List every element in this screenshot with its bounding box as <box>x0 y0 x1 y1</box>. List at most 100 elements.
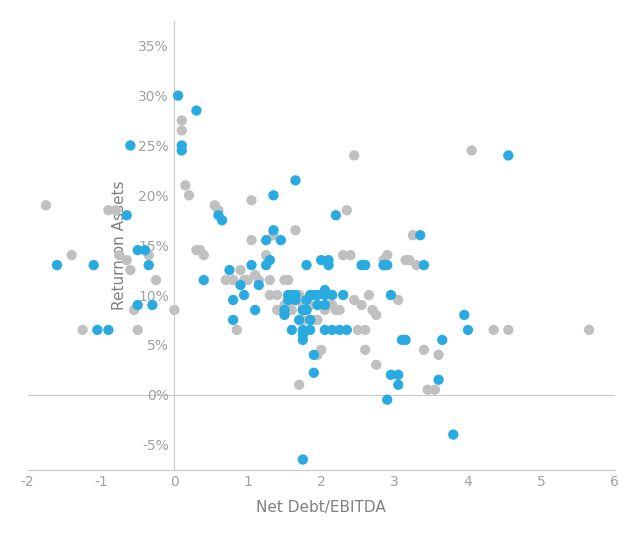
Point <box>301 306 312 314</box>
Point <box>151 276 161 285</box>
Point <box>448 430 458 439</box>
Point <box>198 276 209 285</box>
Point <box>261 236 271 244</box>
Point <box>191 246 202 255</box>
Point <box>265 256 275 264</box>
Point <box>213 211 223 220</box>
Point <box>342 206 352 214</box>
Point <box>349 296 359 304</box>
Point <box>272 306 282 314</box>
Point <box>422 385 433 394</box>
Point <box>143 261 154 270</box>
Point <box>386 370 396 379</box>
Point <box>291 226 301 234</box>
Point <box>246 196 257 205</box>
Point <box>283 276 293 285</box>
Point <box>371 361 381 369</box>
Point <box>291 176 301 184</box>
Point <box>132 301 143 309</box>
Y-axis label: Return on Assets: Return on Assets <box>112 181 127 310</box>
Point <box>198 251 209 259</box>
Point <box>401 256 411 264</box>
Point <box>276 306 286 314</box>
Point <box>253 281 264 289</box>
Point <box>312 351 323 359</box>
Point <box>276 236 286 244</box>
Point <box>298 316 308 324</box>
Point <box>294 381 304 389</box>
Point <box>177 116 187 125</box>
Point <box>360 326 371 334</box>
Point <box>320 301 330 309</box>
Point <box>393 370 403 379</box>
Point <box>308 368 319 377</box>
Point <box>103 326 113 334</box>
Point <box>232 326 242 334</box>
Point <box>338 251 348 259</box>
Point <box>371 311 381 319</box>
Point <box>323 256 333 264</box>
Point <box>433 376 444 384</box>
Point <box>298 306 308 314</box>
Point <box>272 291 282 299</box>
Point <box>228 316 238 324</box>
Point <box>283 291 293 299</box>
Point <box>335 306 345 314</box>
Point <box>268 231 278 240</box>
Point <box>430 385 440 394</box>
Point <box>353 326 363 334</box>
Point <box>67 251 77 259</box>
Point <box>467 146 477 155</box>
Point <box>132 326 143 334</box>
Point <box>503 326 513 334</box>
Point <box>382 251 392 259</box>
Point <box>305 291 316 299</box>
Point <box>301 301 312 309</box>
Point <box>298 301 308 309</box>
Point <box>287 306 297 314</box>
Point <box>331 211 341 220</box>
Point <box>356 261 367 270</box>
Point <box>378 256 388 264</box>
Point <box>115 251 125 259</box>
Point <box>356 301 367 309</box>
Point <box>261 251 271 259</box>
Point <box>412 261 422 270</box>
Point <box>320 291 330 299</box>
Point <box>180 181 191 190</box>
Point <box>298 306 308 314</box>
Point <box>298 326 308 334</box>
Point <box>419 346 429 354</box>
Point <box>382 396 392 404</box>
Point <box>323 261 333 270</box>
Point <box>280 306 290 314</box>
Point <box>308 351 319 359</box>
Point <box>228 276 238 285</box>
Point <box>283 306 293 314</box>
Point <box>386 291 396 299</box>
Point <box>88 261 99 270</box>
Point <box>228 296 238 304</box>
Point <box>213 206 223 214</box>
Point <box>415 231 426 240</box>
Point <box>195 246 205 255</box>
Point <box>177 141 187 150</box>
Point <box>316 346 326 354</box>
Point <box>92 326 102 334</box>
Point <box>305 301 316 309</box>
Point <box>261 261 271 270</box>
Point <box>301 296 312 304</box>
Point <box>280 311 290 319</box>
Point <box>367 306 378 314</box>
Point <box>419 261 429 270</box>
Point <box>250 306 260 314</box>
Point <box>125 266 136 274</box>
Point <box>243 276 253 285</box>
Point <box>305 326 316 334</box>
Point <box>360 346 371 354</box>
Point <box>327 301 337 309</box>
X-axis label: Net Debt/EBITDA: Net Debt/EBITDA <box>256 500 386 515</box>
Point <box>132 246 143 255</box>
Point <box>393 381 403 389</box>
Point <box>125 141 136 150</box>
